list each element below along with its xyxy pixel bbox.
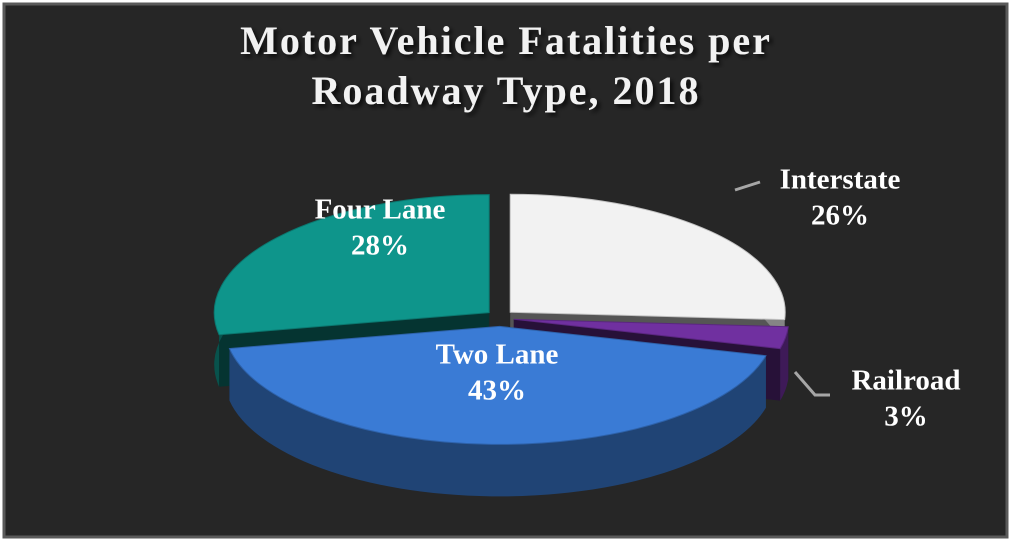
data-label-value: 26% <box>811 200 869 232</box>
pie <box>213 193 789 497</box>
leader-line <box>793 371 830 397</box>
slice <box>513 318 789 350</box>
data-label-name: Four Lane <box>315 194 446 226</box>
data-label-value: 28% <box>351 230 409 262</box>
data-label-value: 43% <box>468 375 526 407</box>
data-label-name: Two Lane <box>436 339 559 371</box>
slice-side <box>229 348 766 497</box>
slice <box>213 194 490 336</box>
chart-title: Motor Vehicle Fatalities per <box>240 18 772 63</box>
labels: Interstate 26% Railroad 3% Two Lane 43% Four L… <box>315 164 961 433</box>
slice <box>228 325 767 445</box>
data-label-value: 3% <box>884 401 928 433</box>
leader-line <box>734 180 761 192</box>
data-label-name: Interstate <box>780 164 901 196</box>
data-label-name: Railroad <box>851 365 960 397</box>
slice <box>509 193 786 321</box>
chart-title: Roadway Type, 2018 <box>311 68 700 113</box>
